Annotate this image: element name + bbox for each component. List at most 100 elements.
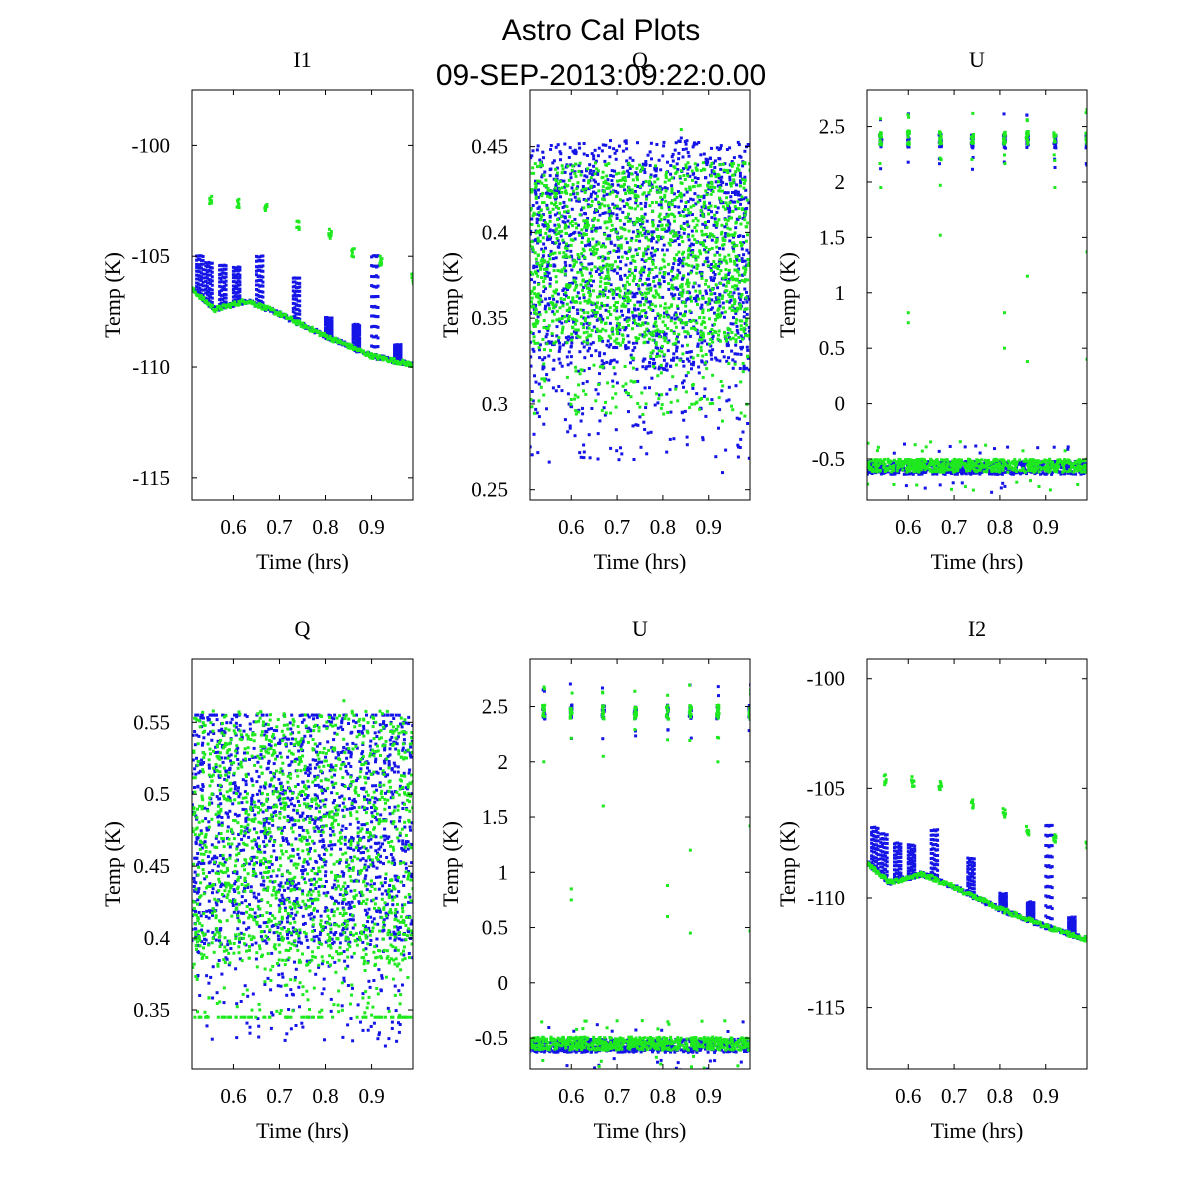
data-point bbox=[218, 264, 222, 268]
data-point bbox=[571, 296, 575, 300]
data-point bbox=[531, 272, 535, 276]
x-tick-label: 0.8 bbox=[312, 515, 338, 539]
data-point bbox=[399, 354, 403, 358]
data-point bbox=[654, 316, 657, 320]
data-point bbox=[596, 218, 600, 222]
data-point bbox=[696, 353, 700, 357]
data-point bbox=[708, 301, 712, 305]
data-point bbox=[220, 307, 224, 311]
data-point bbox=[682, 274, 686, 278]
y-tick-label: 0.4 bbox=[482, 220, 509, 244]
data-point bbox=[709, 292, 713, 296]
data-point bbox=[530, 154, 534, 158]
data-point bbox=[536, 229, 540, 233]
data-point bbox=[637, 234, 640, 238]
data-point bbox=[656, 332, 660, 336]
data-point bbox=[677, 243, 681, 247]
data-point bbox=[606, 220, 610, 224]
data-point bbox=[541, 337, 545, 341]
data-point bbox=[614, 405, 618, 409]
data-point bbox=[211, 303, 214, 307]
data-point bbox=[690, 229, 694, 233]
data-point bbox=[689, 271, 693, 275]
data-point bbox=[374, 274, 378, 278]
data-point bbox=[541, 201, 544, 205]
data-point bbox=[601, 255, 605, 259]
data-point bbox=[748, 162, 750, 166]
data-point bbox=[692, 204, 696, 208]
data-point bbox=[633, 222, 637, 226]
data-point bbox=[705, 226, 709, 230]
data-point bbox=[724, 201, 728, 205]
data-point bbox=[612, 227, 616, 231]
data-point bbox=[564, 291, 568, 295]
data-point bbox=[589, 169, 593, 172]
data-point bbox=[602, 361, 606, 365]
data-point bbox=[411, 282, 413, 285]
data-point bbox=[626, 296, 630, 300]
data-point bbox=[708, 235, 712, 239]
data-point bbox=[592, 247, 596, 251]
data-point bbox=[358, 333, 362, 337]
data-point bbox=[350, 345, 354, 349]
data-point bbox=[261, 295, 265, 299]
data-point bbox=[698, 183, 702, 187]
y-tick-label: 0.35 bbox=[471, 306, 508, 330]
data-point bbox=[743, 178, 747, 182]
data-point bbox=[703, 248, 707, 252]
data-point bbox=[951, 481, 955, 485]
data-point bbox=[601, 143, 605, 147]
data-point bbox=[213, 306, 217, 310]
data-point bbox=[659, 406, 663, 410]
data-point bbox=[629, 395, 633, 399]
data-point bbox=[615, 309, 619, 313]
data-point bbox=[531, 166, 535, 170]
data-point bbox=[725, 182, 728, 186]
data-point bbox=[712, 235, 716, 238]
data-point bbox=[561, 343, 565, 347]
data-point bbox=[663, 271, 667, 275]
data-point bbox=[552, 297, 556, 301]
data-point bbox=[597, 383, 601, 386]
data-point bbox=[633, 303, 637, 307]
data-point bbox=[233, 298, 237, 302]
data-point bbox=[365, 353, 369, 357]
data-point bbox=[530, 232, 532, 236]
data-point bbox=[744, 239, 748, 243]
data-point bbox=[624, 263, 628, 267]
data-point bbox=[638, 231, 642, 235]
data-point bbox=[210, 292, 214, 295]
data-point bbox=[258, 305, 262, 309]
data-point bbox=[551, 367, 555, 371]
data-point bbox=[704, 353, 708, 356]
data-point bbox=[396, 359, 400, 363]
data-point bbox=[657, 235, 661, 238]
data-point bbox=[654, 343, 658, 347]
data-point bbox=[627, 318, 631, 322]
data-point bbox=[716, 296, 720, 300]
data-point bbox=[988, 472, 991, 476]
data-point bbox=[354, 328, 358, 332]
data-point bbox=[536, 293, 540, 297]
data-point bbox=[593, 265, 597, 269]
data-point bbox=[199, 283, 203, 287]
data-point bbox=[392, 357, 396, 361]
data-point bbox=[553, 231, 557, 235]
data-point bbox=[739, 352, 743, 356]
data-point bbox=[657, 367, 661, 371]
data-point bbox=[324, 318, 327, 322]
data-point bbox=[1080, 462, 1084, 466]
data-point bbox=[233, 276, 237, 280]
data-point bbox=[660, 197, 664, 201]
data-point bbox=[530, 364, 533, 368]
data-point bbox=[729, 298, 733, 302]
data-point bbox=[691, 285, 695, 289]
data-point bbox=[663, 367, 666, 371]
data-point bbox=[603, 282, 607, 285]
data-point bbox=[199, 294, 203, 298]
data-point bbox=[608, 155, 612, 159]
data-point bbox=[629, 361, 632, 365]
data-point bbox=[349, 346, 353, 350]
data-point bbox=[533, 251, 537, 255]
